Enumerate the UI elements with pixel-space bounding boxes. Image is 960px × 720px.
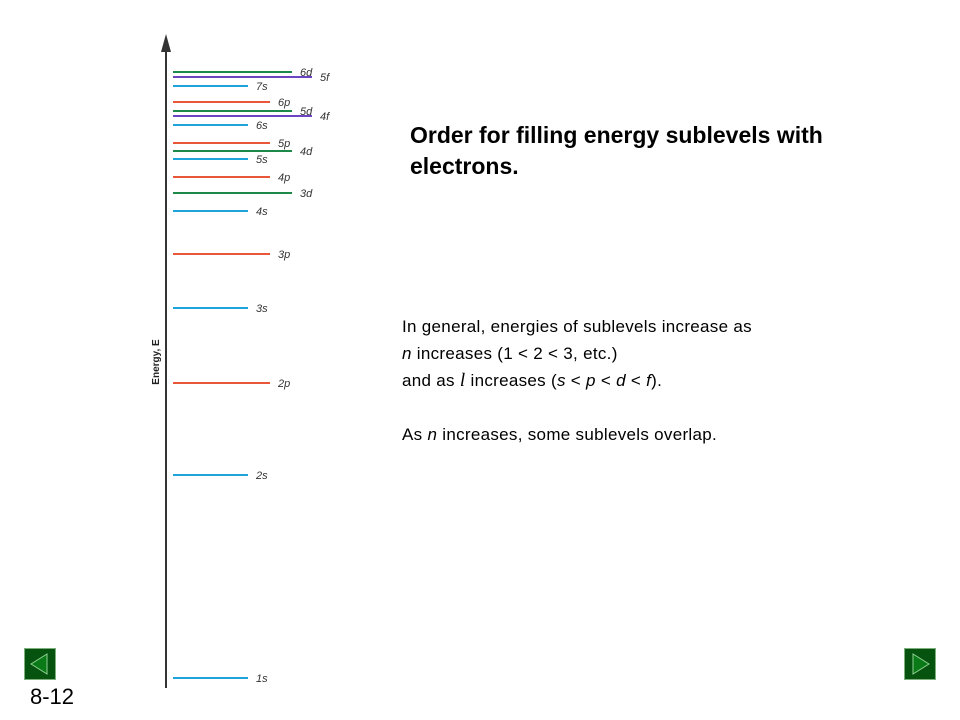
triangle-left-icon — [30, 653, 48, 675]
paragraph-gap — [402, 394, 922, 421]
sublevel-label-2s: 2s — [255, 470, 268, 482]
sublevel-label-4d: 4d — [300, 146, 313, 158]
sublevel-label-5s: 5s — [256, 154, 268, 166]
sublevel-label-4f: 4f — [320, 111, 330, 123]
next-slide-button[interactable] — [904, 648, 936, 680]
energy-axis-label: Energy, E — [151, 339, 162, 385]
sublevel-label-1s: 1s — [256, 673, 268, 685]
explanation-line-4: As n increases, some sublevels overlap. — [402, 425, 718, 444]
sublevel-label-6s: 6s — [256, 120, 268, 132]
energy-axis-arrow-icon — [161, 34, 171, 52]
sublevel-label-4p: 4p — [278, 172, 290, 184]
sublevel-label-3d: 3d — [300, 188, 313, 200]
explanation-line-2: n increases (1 < 2 < 3, etc.) — [402, 344, 618, 363]
sublevel-label-6d: 6d — [300, 67, 313, 79]
explanation-line-1: In general, energies of sublevels increa… — [402, 317, 752, 336]
sublevel-label-3s: 3s — [256, 303, 268, 315]
sublevel-label-5f: 5f — [320, 72, 330, 84]
explanation-text: In general, energies of sublevels increa… — [402, 313, 922, 448]
sublevel-lines: 1s 2s 2p 3s 3p 4s 3d 4p 5s 4d 5p 6s 4f 5d 6p 7s 5f 6d — [173, 67, 330, 685]
energy-axis: Energy, E — [151, 34, 171, 688]
sublevel-label-5p: 5p — [278, 138, 290, 150]
sublevel-label-5d: 5d — [300, 106, 313, 118]
explanation-line-3: and as l increases (s < p < d < f). — [402, 370, 663, 391]
slide-number: 8-12 — [30, 684, 75, 709]
previous-slide-button[interactable] — [24, 648, 56, 680]
sublevel-label-4s: 4s — [256, 206, 268, 218]
sublevel-label-7s: 7s — [256, 81, 268, 93]
triangle-right-icon — [912, 653, 930, 675]
sublevel-label-2p: 2p — [277, 378, 290, 390]
sublevel-label-3p: 3p — [278, 249, 290, 261]
slide-title: Order for filling energy sublevels with … — [410, 122, 823, 179]
sublevel-label-6p: 6p — [278, 97, 290, 109]
